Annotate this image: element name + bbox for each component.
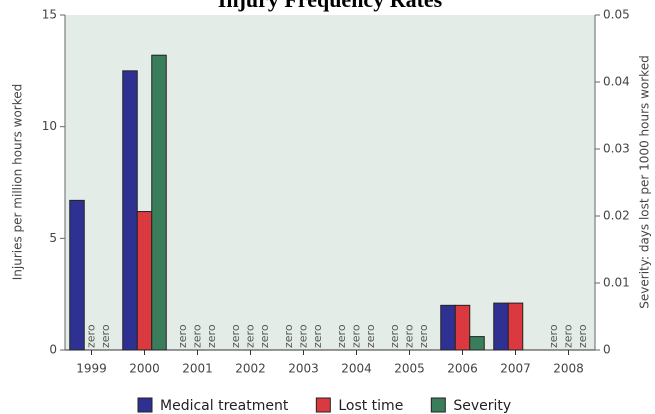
x-tick-label: 2005 <box>394 362 425 376</box>
data-label: zero <box>576 324 589 348</box>
data-label: zero <box>205 324 218 348</box>
bar <box>493 302 509 351</box>
y-tick-label: 15 <box>42 8 57 22</box>
x-tick-label: 2004 <box>341 362 372 376</box>
legend-label: Severity <box>453 398 511 414</box>
data-label: zero <box>311 324 324 348</box>
legend-swatch <box>315 397 331 413</box>
y2-tick-label: 0.03 <box>603 142 630 156</box>
data-label: zero <box>191 324 204 348</box>
legend-swatch <box>137 397 153 413</box>
x-tick-label: 2007 <box>500 362 531 376</box>
x-tick-label: 2008 <box>553 362 584 376</box>
legend-label: Lost time <box>338 398 403 414</box>
x-tick-label: 2006 <box>447 362 478 376</box>
y2-tick-label: 0.01 <box>603 276 630 290</box>
data-label: zero <box>297 324 310 348</box>
data-label: zero <box>244 324 257 348</box>
bar <box>151 54 167 351</box>
bar <box>136 211 153 351</box>
x-tick-label: 2002 <box>235 362 266 376</box>
data-label: zero <box>335 324 348 348</box>
data-label: zero <box>85 324 98 348</box>
data-label: zero <box>282 324 295 348</box>
data-label: zero <box>350 324 363 348</box>
data-label: zero <box>403 324 416 348</box>
y2-axis-label: Severity: days lost per 1000 hours worke… <box>638 55 652 308</box>
bar <box>507 302 524 351</box>
chart-title: Injury Frequency Rates <box>218 0 443 12</box>
y-tick-label: 5 <box>49 231 57 245</box>
y2-tick-label: 0.05 <box>603 8 630 22</box>
y-tick-label: 10 <box>42 119 57 133</box>
bar <box>454 304 471 351</box>
data-label: zero <box>417 324 430 348</box>
bar <box>122 70 138 351</box>
data-label: zero <box>364 324 377 348</box>
x-tick-label: 2001 <box>182 362 213 376</box>
x-tick-label: 1999 <box>76 362 107 376</box>
y-axis-label: Injuries per million hours worked <box>11 84 25 281</box>
data-label: zero <box>99 324 112 348</box>
x-tick-label: 2000 <box>129 362 160 376</box>
y2-tick-label: 0.02 <box>603 209 630 223</box>
data-label: zero <box>176 324 189 348</box>
data-label: zero <box>388 324 401 348</box>
y-tick-label: 0 <box>49 343 57 357</box>
y2-tick-label: 0.04 <box>603 75 630 89</box>
data-label: zero <box>547 324 560 348</box>
legend-swatch <box>430 397 446 413</box>
bar <box>469 336 485 351</box>
bar <box>69 199 85 351</box>
y2-tick-label: 0 <box>603 343 611 357</box>
legend-label: Medical treatment <box>160 398 289 414</box>
data-label: zero <box>258 324 271 348</box>
bar <box>440 304 456 351</box>
data-label: zero <box>562 324 575 348</box>
x-tick-label: 2003 <box>288 362 319 376</box>
data-label: zero <box>229 324 242 348</box>
